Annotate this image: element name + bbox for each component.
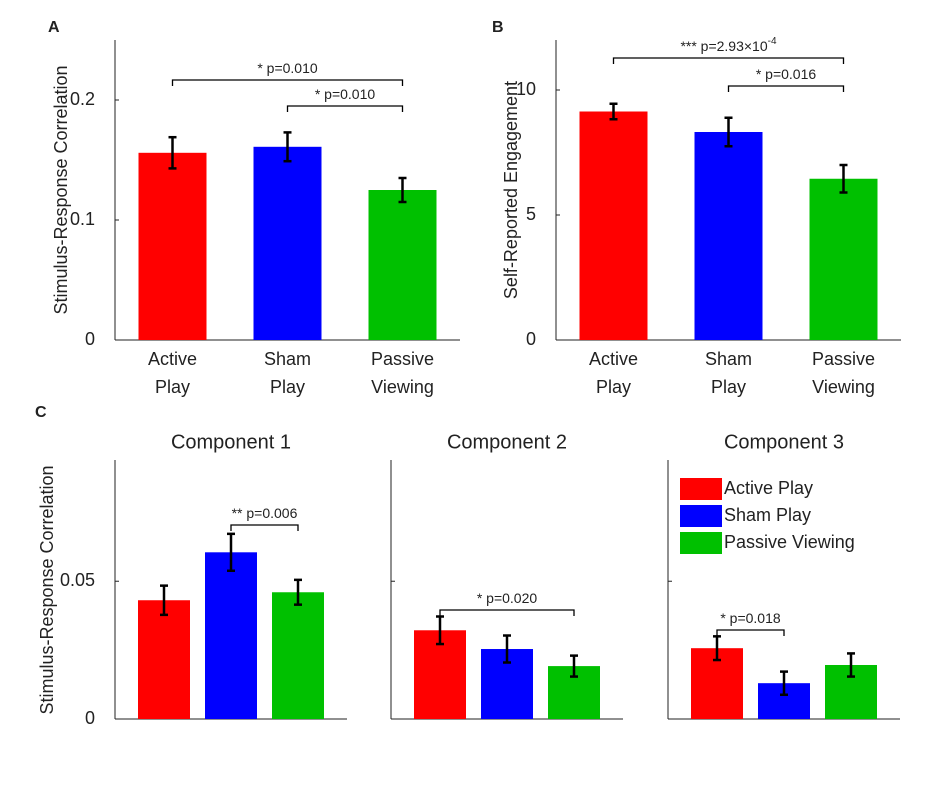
x-tick-label: Passive: [812, 349, 875, 369]
legend-swatch: [680, 478, 722, 500]
bracket-text: * p=0.010: [257, 60, 318, 76]
bracket-line: [612, 57, 845, 64]
bracket-line: [727, 85, 845, 92]
panel-label: A: [48, 19, 60, 36]
y-tick-label: 10: [516, 79, 536, 99]
bar: [138, 152, 207, 340]
significance-bracket: * p=0.010: [171, 60, 404, 86]
bracket-label: * p=0.016: [756, 66, 817, 82]
error-bar: [436, 615, 444, 646]
bracket-line: [230, 524, 299, 531]
bracket-text: * p=0.018: [720, 610, 781, 626]
x-tick-label: Play: [596, 377, 631, 397]
bracket-text: * p=0.010: [315, 86, 376, 102]
panel-label: B: [492, 19, 504, 36]
bracket-superscript: -4: [768, 36, 777, 47]
bracket-text: * p=0.020: [477, 590, 538, 606]
significance-bracket: *** p=2.93×10-4: [612, 36, 845, 64]
bracket-text: * p=0.016: [756, 66, 817, 82]
legend-label: Passive Viewing: [724, 532, 855, 552]
x-tick-label: Sham: [705, 349, 752, 369]
x-tick-label: Play: [711, 377, 746, 397]
error-bar: [780, 670, 788, 697]
legend-swatch: [680, 505, 722, 527]
subplot-title: Component 2: [447, 431, 567, 453]
subplot-title: Component 1: [171, 431, 291, 453]
legend-label: Sham Play: [724, 505, 811, 525]
error-bar: [398, 176, 407, 204]
panel-label: C: [35, 404, 47, 421]
error-bar: [847, 652, 855, 678]
bar: [579, 111, 648, 340]
bar: [694, 132, 763, 340]
x-tick-label: Viewing: [812, 377, 875, 397]
x-tick-label: Passive: [371, 349, 434, 369]
y-tick-label: 0: [526, 329, 536, 349]
significance-bracket: * p=0.018: [716, 610, 785, 636]
legend-swatch: [680, 532, 722, 554]
significance-bracket: ** p=0.006: [230, 505, 299, 531]
bracket-label: * p=0.018: [720, 610, 781, 626]
x-tick-label: Play: [270, 377, 305, 397]
bracket-line: [171, 79, 404, 86]
bracket-text: ** p=0.006: [232, 505, 298, 521]
y-tick-label: 5: [526, 204, 536, 224]
y-tick-label: 0.2: [70, 89, 95, 109]
error-bar: [713, 635, 721, 662]
y-axis-label: Self-Reported Engagement: [501, 81, 521, 299]
error-bar: [609, 102, 618, 121]
bar: [138, 600, 190, 719]
error-bar: [503, 634, 511, 664]
bar: [809, 178, 878, 340]
error-bar: [168, 135, 177, 170]
error-bar: [160, 584, 168, 617]
x-tick-label: Sham: [264, 349, 311, 369]
bracket-label: *** p=2.93×10-4: [680, 36, 777, 54]
bracket-label: * p=0.010: [257, 60, 318, 76]
bracket-text: *** p=2.93×10: [680, 38, 767, 54]
x-tick-label: Active: [589, 349, 638, 369]
bracket-line: [716, 629, 785, 636]
bar: [205, 552, 257, 719]
y-axis-label: Stimulus-Response Correlation: [37, 465, 57, 714]
bracket-label: * p=0.010: [315, 86, 376, 102]
error-bar: [283, 131, 292, 163]
bracket-label: ** p=0.006: [232, 505, 298, 521]
significance-bracket: * p=0.020: [439, 590, 575, 616]
x-tick-label: Viewing: [371, 377, 434, 397]
significance-bracket: * p=0.016: [727, 66, 845, 92]
bar: [368, 190, 437, 340]
bracket-label: * p=0.020: [477, 590, 538, 606]
y-axis-label: Stimulus-Response Correlation: [51, 65, 71, 314]
y-tick-label: 0.05: [60, 570, 95, 590]
y-tick-label: 0: [85, 708, 95, 728]
error-bar: [570, 654, 578, 678]
subplot-title: Component 3: [724, 431, 844, 453]
bracket-line: [286, 105, 404, 112]
bracket-line: [439, 609, 575, 616]
error-bar: [724, 116, 733, 148]
y-tick-label: 0: [85, 329, 95, 349]
error-bar: [294, 578, 302, 606]
bar: [253, 146, 322, 340]
error-bar: [839, 163, 848, 194]
y-tick-label: 0.1: [70, 209, 95, 229]
bar: [272, 592, 324, 719]
x-tick-label: Play: [155, 377, 190, 397]
error-bar: [227, 532, 235, 573]
legend-label: Active Play: [724, 478, 813, 498]
x-tick-label: Active: [148, 349, 197, 369]
significance-bracket: * p=0.010: [286, 86, 404, 112]
